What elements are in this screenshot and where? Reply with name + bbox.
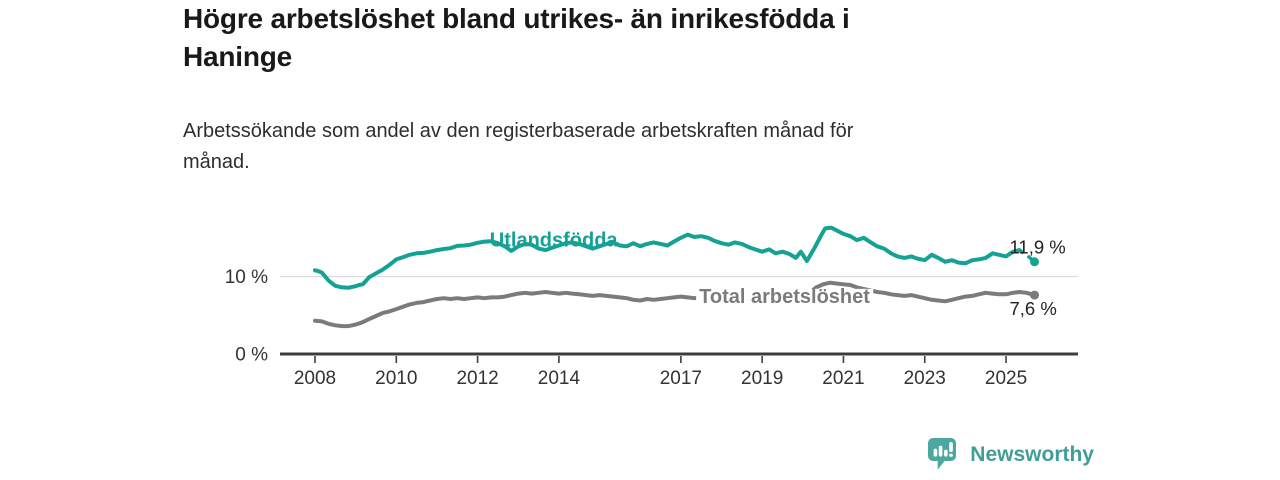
brand-footer: Newsworthy (928, 438, 1094, 472)
series-end-dot-total-arbetsl-shet (1030, 290, 1040, 300)
series-label-mask-total-arbetsl-shet (696, 288, 874, 308)
series-dashed-tail-utlandsf-dda (1018, 248, 1036, 264)
y-tick-label-0: 0 % (235, 345, 268, 366)
x-tick-label-2010: 2010 (375, 368, 417, 389)
series-label-total-arbetsl-shet: Total arbetslöshet (699, 286, 870, 308)
x-tick-label-2025: 2025 (985, 368, 1027, 389)
subtitle-line-2: månad. (183, 151, 250, 173)
brand-name: Newsworthy (970, 443, 1094, 466)
x-tick-label-2014: 2014 (538, 368, 581, 389)
subtitle-line-1: Arbetssökande som andel av den registerb… (183, 120, 854, 142)
title-line-1: Högre arbetslöshet bland utrikes- än inr… (183, 3, 850, 34)
x-tick-label-2021: 2021 (822, 368, 864, 389)
x-tick-label-2012: 2012 (456, 368, 498, 389)
series-line-total-arbetsl-shet (313, 280, 1037, 329)
series-end-label-utlandsf-dda: 11,9 % (1010, 236, 1066, 257)
page-title: Högre arbetslöshet bland utrikes- än inr… (183, 0, 1053, 76)
series-label-utlandsf-dda: Utlandsfödda (490, 230, 619, 252)
title-line-2: Haninge (183, 41, 293, 72)
y-tick-label-10: 10 % (225, 267, 268, 288)
chart-subtitle: Arbetssökande som andel av den registerb… (183, 116, 1083, 178)
series-end-label-total-arbetsl-shet: 7,6 % (1010, 298, 1057, 319)
series-end-dot-utlandsf-dda (1030, 257, 1040, 267)
x-tick-label-2019: 2019 (741, 368, 783, 389)
x-tick-label-2008: 2008 (294, 368, 336, 389)
newsworthy-logo-icon (928, 438, 957, 470)
title-block: Högre arbetslöshet bland utrikes- än inr… (183, 0, 1053, 76)
x-tick-label-2017: 2017 (660, 368, 702, 389)
x-tick-label-2023: 2023 (904, 368, 946, 389)
series-line-utlandsf-dda (313, 225, 1022, 290)
